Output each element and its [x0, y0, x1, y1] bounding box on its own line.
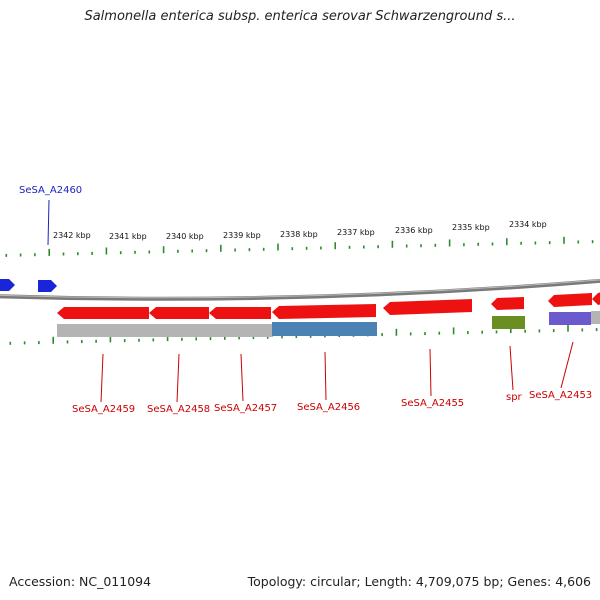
gene-label[interactable]: SeSA_A2455 [401, 398, 464, 409]
scale-label: 2341 kbp [109, 232, 147, 241]
gene-label[interactable]: spr [506, 392, 523, 403]
gene-label[interactable]: SeSA_A2460 [19, 185, 82, 196]
gene-label-leader [100, 353, 104, 403]
gene-label[interactable]: SeSA_A2456 [297, 402, 360, 413]
gene-arrow-sesa-a2456[interactable] [272, 304, 376, 319]
gene-label-leader [429, 348, 432, 397]
feature-bar-green [492, 316, 525, 329]
gene-arrow-sesa-a2458[interactable] [149, 307, 209, 319]
gene-arrow-sesa-a2453[interactable] [548, 293, 592, 307]
scale-labels: 2342 kbp 2341 kbp 2340 kbp 2339 kbp 2338 kbp… [53, 220, 547, 241]
gene-arrow-sesa-a2459[interactable] [57, 307, 149, 319]
gene-labels: SeSA_A2460 SeSA_A2459 SeSA_A2458 SeSA_A2457… [19, 185, 592, 415]
gene-arrow-forward-sesa-a2460[interactable] [38, 280, 57, 292]
scale-label: 2336 kbp [395, 226, 433, 235]
gene-label-leader [176, 353, 180, 403]
scale-label: 2337 kbp [337, 228, 375, 237]
tick-ruler-outer [5, 236, 594, 257]
scale-label: 2335 kbp [452, 223, 490, 232]
gene-arrow-spr[interactable] [491, 297, 524, 310]
gene-label-leader [560, 341, 574, 389]
feature-bar-purple [549, 312, 591, 325]
accession-text: Accession: NC_011094 [9, 574, 152, 589]
feature-bar-blue [272, 322, 377, 336]
genome-backbone-highlight [0, 279, 600, 299]
gene-arrow-sesa-a2455[interactable] [383, 299, 472, 315]
gene-arrow-partial[interactable] [592, 292, 600, 305]
gene-label-leader [509, 345, 514, 391]
gene-label-leader [240, 353, 244, 402]
gene-arrow-forward-1[interactable] [0, 279, 15, 291]
gene-label[interactable]: SeSA_A2458 [147, 404, 210, 415]
gene-arrow-sesa-a2457[interactable] [209, 307, 271, 319]
scale-label: 2340 kbp [166, 232, 204, 241]
scale-label: 2338 kbp [280, 230, 318, 239]
genome-backbone [0, 278, 600, 301]
genome-summary-text: Topology: circular; Length: 4,709,075 bp… [247, 574, 591, 589]
gene-label-leader [47, 199, 50, 246]
tick-ruler-inner [9, 324, 598, 345]
gene-label-leader [324, 351, 327, 401]
gene-label[interactable]: SeSA_A2459 [72, 404, 135, 415]
gene-label[interactable]: SeSA_A2453 [529, 390, 592, 401]
scale-label: 2339 kbp [223, 231, 261, 240]
scale-label: 2334 kbp [509, 220, 547, 229]
feature-bar-grey-right [591, 311, 600, 324]
scale-label: 2342 kbp [53, 231, 91, 240]
map-title: Salmonella enterica subsp. enterica sero… [84, 9, 516, 24]
feature-bar-grey [57, 324, 273, 337]
gene-label[interactable]: SeSA_A2457 [214, 403, 277, 414]
